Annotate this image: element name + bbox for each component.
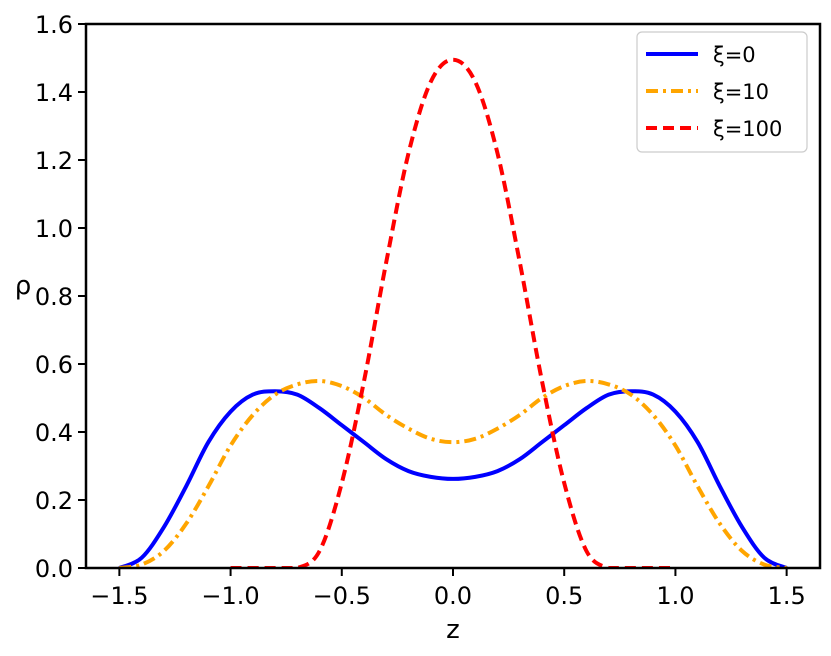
series-line-2 (119, 378, 787, 568)
y-tick-label: 1.6 (35, 11, 73, 39)
y-axis-label: ρ (15, 271, 32, 301)
series-layer (118, 57, 788, 568)
legend: ξ=0 ξ=10 ξ=100 (636, 31, 808, 153)
x-tick-label: −1.5 (90, 582, 148, 610)
y-axis-ticks: 0.0 0.2 0.4 0.6 0.8 1.0 1.2 1.4 1.6 (35, 11, 86, 583)
legend-label-1: ξ=0 (713, 43, 756, 67)
series-line-3 (230, 57, 676, 568)
x-tick-label: −1.0 (201, 582, 259, 610)
legend-label-3: ξ=100 (713, 117, 782, 141)
x-tick-label: 1.5 (768, 582, 806, 610)
series-line-1 (118, 389, 788, 568)
x-tick-label: −0.5 (313, 582, 371, 610)
y-tick-label: 0.2 (35, 487, 73, 515)
y-tick-label: 1.2 (35, 147, 73, 175)
legend-box (636, 31, 808, 153)
y-tick-label: 0.8 (35, 283, 73, 311)
y-tick-label: 0.6 (35, 351, 73, 379)
y-tick-label: 0.0 (35, 555, 73, 583)
legend-label-2: ξ=10 (713, 80, 769, 104)
x-tick-label: 0.5 (545, 582, 583, 610)
y-tick-label: 1.0 (35, 215, 73, 243)
x-axis-label: z (446, 615, 460, 645)
y-tick-label: 1.4 (35, 79, 73, 107)
x-axis-ticks: −1.5 −1.0 −0.5 0.0 0.5 1.0 1.5 (90, 568, 806, 610)
x-tick-label: 0.0 (434, 582, 472, 610)
y-tick-label: 0.4 (35, 419, 73, 447)
x-tick-label: 1.0 (656, 582, 694, 610)
